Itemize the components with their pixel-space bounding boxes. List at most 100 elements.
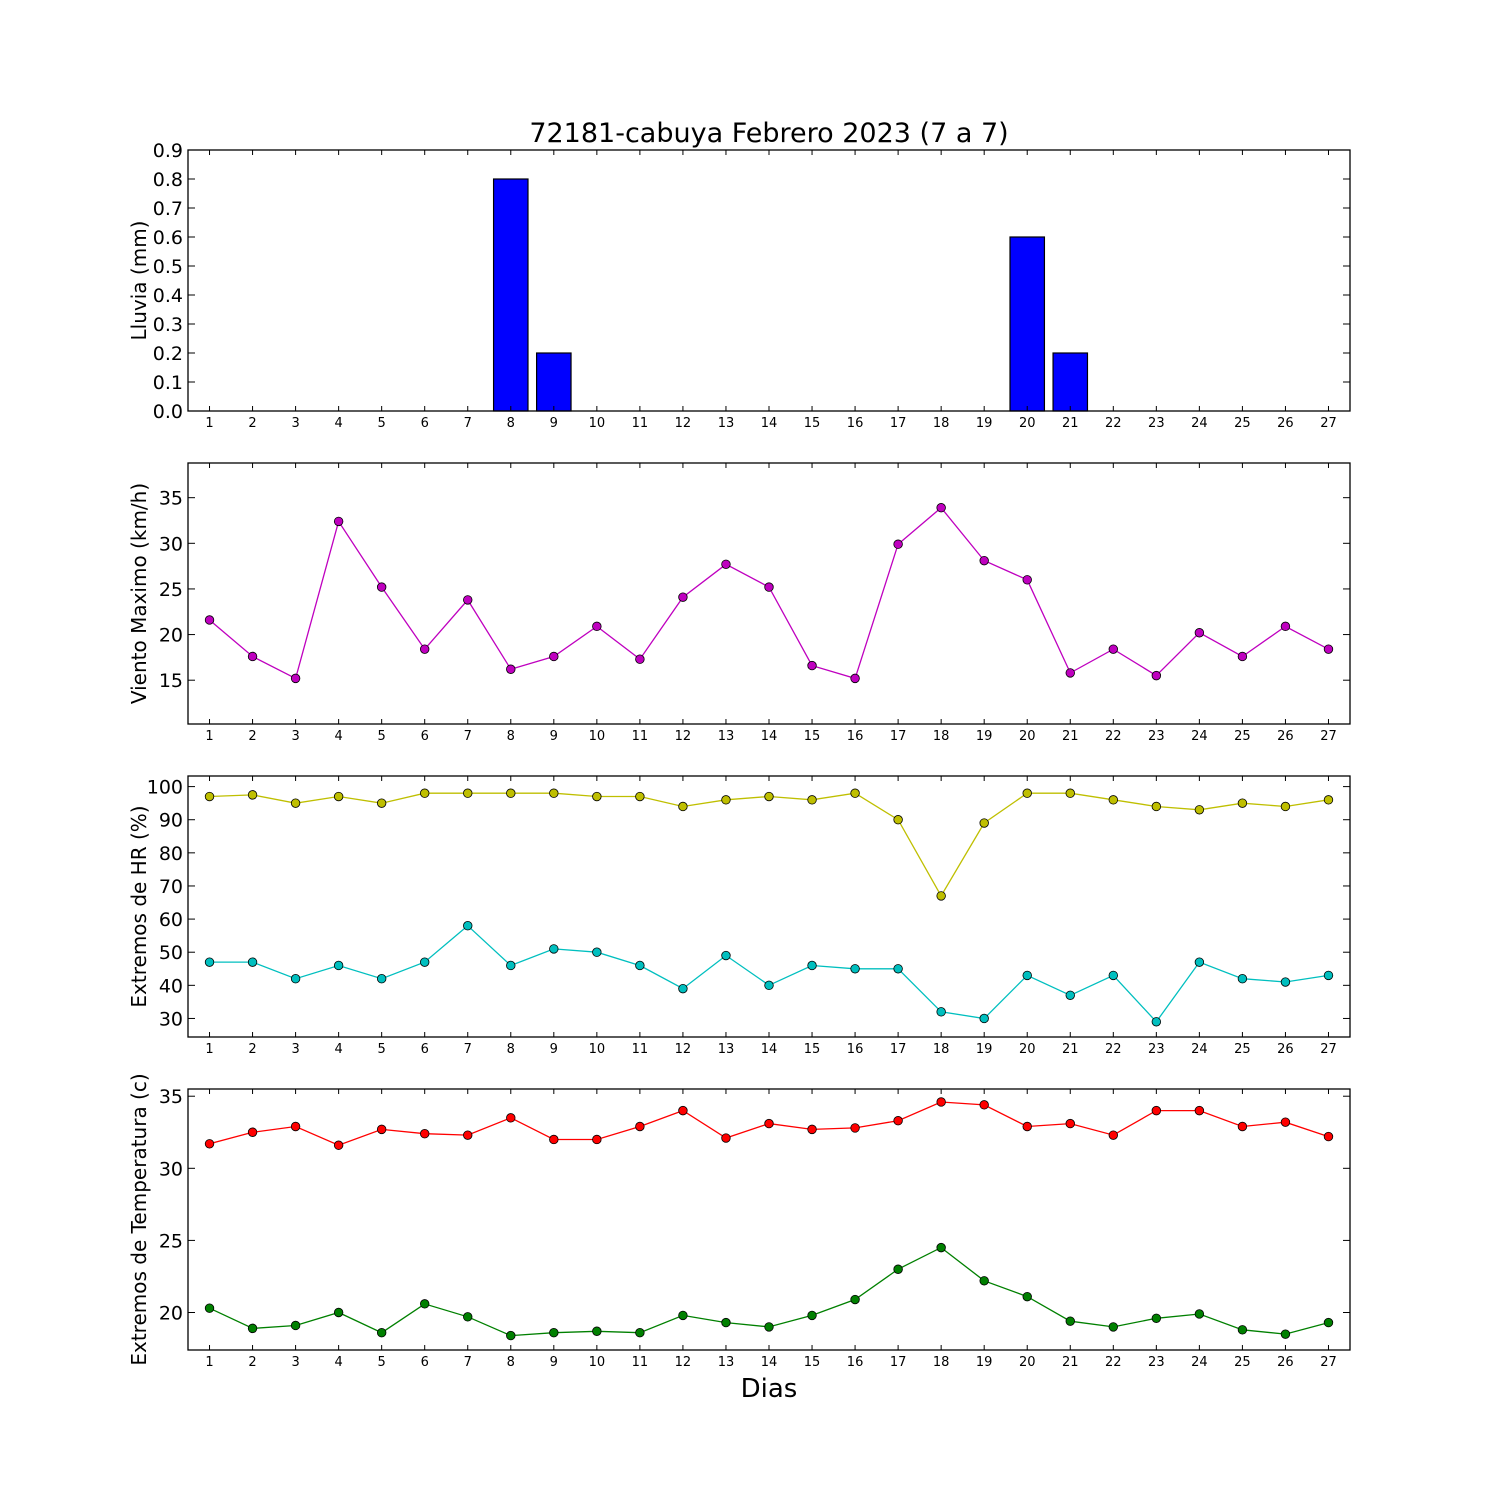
data-point bbox=[333, 960, 344, 971]
data-point bbox=[635, 1121, 645, 1132]
x-tick-label: 1 bbox=[205, 1042, 213, 1057]
data-point bbox=[721, 1317, 731, 1328]
data-point bbox=[1323, 1317, 1334, 1328]
data-point bbox=[204, 957, 215, 967]
x-tick-label: 22 bbox=[1105, 1355, 1122, 1370]
data-point bbox=[247, 651, 258, 662]
data-point bbox=[376, 1327, 387, 1338]
data-point bbox=[1194, 805, 1205, 815]
data-point bbox=[678, 983, 688, 994]
x-tick-label: 6 bbox=[421, 1042, 429, 1057]
data-point bbox=[1237, 798, 1248, 808]
data-point bbox=[1151, 801, 1162, 812]
data-point bbox=[204, 791, 215, 802]
x-tick-label: 26 bbox=[1277, 1355, 1294, 1370]
x-tick-label: 25 bbox=[1234, 1355, 1251, 1370]
x-tick-label: 23 bbox=[1148, 1042, 1165, 1057]
data-point bbox=[1194, 1309, 1205, 1319]
data-point bbox=[420, 788, 430, 798]
x-tick-label: 9 bbox=[550, 729, 558, 744]
data-point bbox=[635, 791, 645, 802]
data-point bbox=[1151, 1017, 1162, 1027]
x-tick-label: 17 bbox=[890, 416, 907, 431]
x-tick-label: 18 bbox=[933, 416, 950, 431]
data-point bbox=[376, 974, 387, 984]
data-point bbox=[420, 957, 430, 967]
x-tick-label: 3 bbox=[291, 1355, 299, 1370]
data-point bbox=[420, 1129, 430, 1139]
x-tick-label: 27 bbox=[1320, 1355, 1337, 1370]
data-point bbox=[1022, 970, 1032, 981]
panel-4: 1 2 3 4 5 6 7 8 9 10 11 12 13 14 15 16 17 18 19 20 21 22 23 24 2… bbox=[127, 1073, 1351, 1370]
data-point bbox=[936, 1007, 946, 1017]
data-point bbox=[678, 1105, 688, 1116]
y-tick-label: 0.6 bbox=[153, 227, 183, 249]
data-point bbox=[936, 1097, 946, 1107]
data-point bbox=[592, 1134, 602, 1145]
data-point bbox=[420, 644, 430, 654]
x-tick-label: 23 bbox=[1148, 416, 1165, 431]
x-tick-label: 13 bbox=[718, 1042, 735, 1057]
y-tick-label: 0.5 bbox=[153, 256, 183, 278]
x-tick-label: 26 bbox=[1277, 1042, 1294, 1057]
x-tick-label: 15 bbox=[804, 1042, 821, 1057]
data-point bbox=[463, 595, 473, 605]
data-point bbox=[376, 1124, 387, 1135]
x-tick-label: 22 bbox=[1105, 1042, 1122, 1057]
x-tick-label: 12 bbox=[675, 729, 692, 744]
data-point bbox=[807, 1124, 817, 1135]
x-tick-label: 17 bbox=[890, 1355, 907, 1370]
data-point bbox=[850, 788, 860, 798]
data-point bbox=[1151, 670, 1162, 681]
data-point bbox=[979, 1013, 989, 1024]
x-tick-label: 5 bbox=[378, 416, 386, 431]
data-point bbox=[807, 795, 817, 805]
data-point bbox=[1065, 788, 1075, 798]
data-point bbox=[1323, 970, 1334, 981]
x-tick-label: 8 bbox=[507, 1042, 515, 1057]
data-point bbox=[1323, 795, 1334, 805]
x-tick-label: 9 bbox=[550, 416, 558, 431]
x-tick-label: 16 bbox=[847, 416, 864, 431]
data-point bbox=[247, 1127, 258, 1137]
data-point bbox=[204, 1139, 215, 1149]
data-point bbox=[721, 559, 731, 569]
data-point bbox=[893, 1264, 903, 1274]
data-point bbox=[290, 673, 301, 684]
x-tick-label: 20 bbox=[1019, 1042, 1036, 1057]
x-tick-label: 18 bbox=[933, 729, 950, 744]
x-tick-label: 24 bbox=[1191, 1355, 1208, 1370]
data-point bbox=[1022, 1121, 1032, 1132]
data-point bbox=[678, 592, 688, 602]
x-tick-label: 27 bbox=[1320, 416, 1337, 431]
x-tick-label: 21 bbox=[1062, 416, 1079, 431]
data-point bbox=[1065, 1316, 1075, 1326]
y-tick-label: 35 bbox=[159, 1086, 183, 1108]
x-tick-label: 27 bbox=[1320, 1042, 1337, 1057]
data-point bbox=[290, 1121, 301, 1132]
x-tick-label: 1 bbox=[205, 416, 213, 431]
data-point bbox=[1194, 957, 1205, 967]
data-point bbox=[1108, 644, 1118, 654]
data-point bbox=[204, 615, 215, 625]
data-point bbox=[290, 1320, 301, 1331]
y-tick-label: 0.4 bbox=[153, 285, 183, 307]
x-tick-label: 25 bbox=[1234, 1042, 1251, 1057]
data-point bbox=[1280, 621, 1291, 632]
x-tick-label: 1 bbox=[205, 1355, 213, 1370]
data-point bbox=[549, 1134, 559, 1145]
data-point bbox=[592, 1326, 602, 1336]
x-tick-label: 7 bbox=[464, 729, 472, 744]
data-point bbox=[204, 1303, 215, 1313]
x-tick-label: 19 bbox=[976, 729, 993, 744]
data-point bbox=[979, 555, 989, 566]
data-point bbox=[290, 974, 301, 984]
x-tick-label: 20 bbox=[1019, 729, 1036, 744]
panels: 1 2 3 4 5 6 7 8 9 10 11 12 13 14 15 16 17 18 19 20 21 22 23 24 2… bbox=[127, 140, 1351, 1370]
data-point bbox=[678, 1310, 688, 1321]
data-point bbox=[850, 964, 860, 974]
data-point bbox=[1323, 644, 1334, 654]
x-tick-label: 11 bbox=[632, 416, 649, 431]
data-point bbox=[1237, 1121, 1248, 1132]
